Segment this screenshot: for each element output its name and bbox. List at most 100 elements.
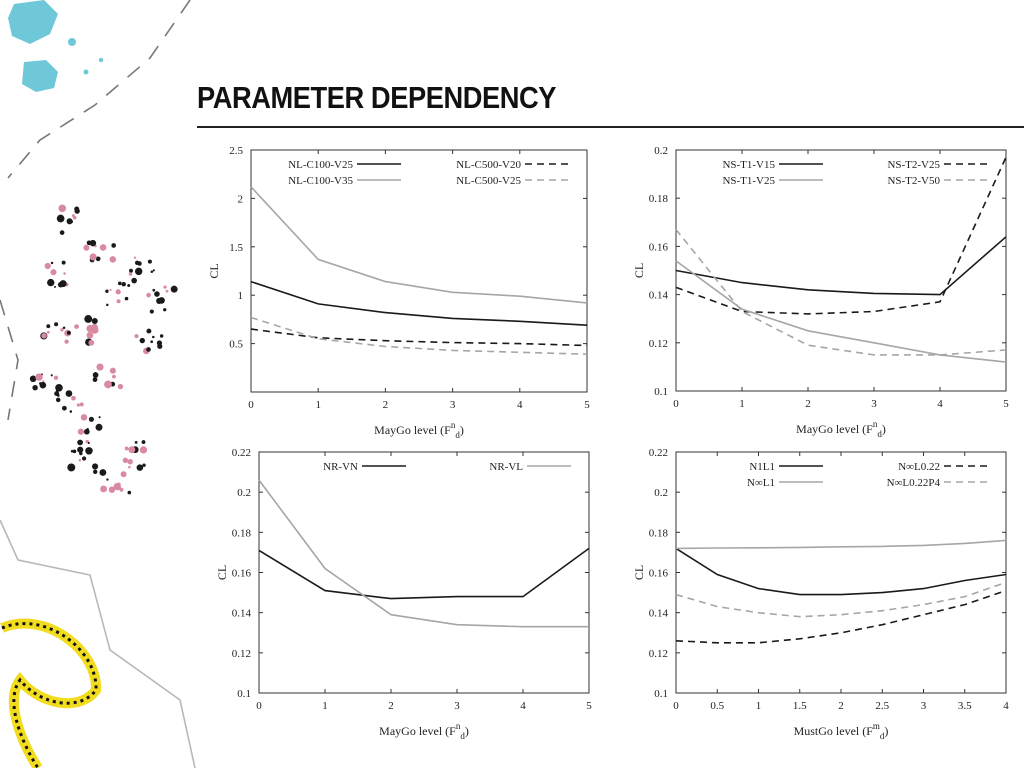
legend-label: N1L1 <box>749 461 775 473</box>
x-axis-label-close: ) <box>465 724 469 738</box>
x-tick-label: 1 <box>315 399 321 411</box>
x-axis-label-sub: d <box>455 430 460 440</box>
legend-label: NL-C500-V20 <box>456 159 521 171</box>
x-tick-label: 0 <box>256 700 262 712</box>
y-tick-label: 0.14 <box>232 608 252 620</box>
y-tick-label: 0.14 <box>649 608 669 620</box>
y-tick-label: 0.22 <box>232 447 251 459</box>
x-tick-label: 5 <box>1003 398 1009 410</box>
x-tick-label: 3 <box>921 700 927 712</box>
y-tick-label: 0.2 <box>654 487 668 499</box>
legend-label: N∞L1 <box>747 477 775 489</box>
series-line-ns-t2-v50 <box>675 228 1007 356</box>
red-black-cluster-pattern <box>29 204 178 495</box>
legend-label: NS-T2-V25 <box>887 159 940 171</box>
x-axis-label-sub: d <box>460 731 465 741</box>
legend-label: NS-T1-V15 <box>722 159 775 171</box>
series-line-n-l0-22 <box>675 589 1007 644</box>
y-tick-label: 0.16 <box>649 568 669 580</box>
series-line-nl-c100-v35 <box>250 186 588 304</box>
x-axis-label-sup: n <box>456 721 461 731</box>
x-tick-label: 1 <box>322 700 328 712</box>
x-axis-label-close: ) <box>460 423 464 437</box>
y-tick-label: 0.16 <box>232 568 252 580</box>
title-divider <box>197 126 1024 128</box>
y-tick-label: 0.18 <box>232 527 252 539</box>
legend-label: NL-C100-V35 <box>288 175 353 187</box>
legend-label: N∞L0.22 <box>898 461 940 473</box>
series-line-n-l1 <box>675 539 1007 550</box>
y-tick-label: 0.12 <box>232 648 251 660</box>
x-tick-label: 2 <box>838 700 844 712</box>
solid-path-line <box>0 519 196 768</box>
series-line-nl-c500-v25 <box>250 316 588 355</box>
series-line-nl-c100-v25 <box>250 280 588 326</box>
dashed-path-line <box>0 0 191 421</box>
x-tick-label: 2 <box>805 398 811 410</box>
y-tick-label: 0.18 <box>649 527 669 539</box>
legend-label: N∞L0.22P4 <box>887 477 941 489</box>
series-line-ns-t1-v25 <box>675 260 1007 363</box>
x-axis-label-main: MustGo level (F <box>794 724 874 738</box>
x-axis-label-sup: n <box>873 419 878 429</box>
legend-label: NR-VN <box>323 461 358 473</box>
series-line-ns-t2-v25 <box>675 156 1007 315</box>
x-axis-label-close: ) <box>884 724 888 738</box>
x-tick-label: 5 <box>584 399 590 411</box>
x-axis-label-close: ) <box>882 422 886 436</box>
x-tick-label: 2 <box>383 399 389 411</box>
y-tick-label: 1 <box>238 290 244 302</box>
x-tick-label: 1 <box>739 398 745 410</box>
x-tick-label: 0 <box>673 700 679 712</box>
x-axis-label-sub: d <box>877 429 882 439</box>
y-tick-label: 0.12 <box>649 648 668 660</box>
x-axis-label-sup: m <box>873 721 880 731</box>
series-line-nl-c500-v20 <box>250 328 588 347</box>
y-axis-label: CL <box>207 263 221 278</box>
y-tick-label: 1.5 <box>229 242 243 254</box>
y-tick-label: 0.1 <box>654 386 668 398</box>
series-line-nr-vn <box>258 547 590 600</box>
x-tick-label: 2 <box>388 700 394 712</box>
x-axis-label: MayGo level (Fnd) <box>796 419 886 439</box>
x-tick-label: 4 <box>520 700 526 712</box>
y-tick-label: 2 <box>238 193 244 205</box>
x-tick-label: 3 <box>454 700 460 712</box>
x-axis-label: MustGo level (Fmd) <box>794 721 889 741</box>
series-line-ns-t1-v15 <box>675 236 1007 296</box>
y-tick-label: 0.12 <box>649 338 668 350</box>
x-axis-label-main: MayGo level (F <box>796 422 873 436</box>
x-tick-label: 0.5 <box>710 700 724 712</box>
legend-label: NS-T2-V50 <box>887 175 940 187</box>
slide-decoration <box>0 0 196 768</box>
y-tick-label: 0.16 <box>649 241 669 253</box>
x-tick-label: 3 <box>450 399 456 411</box>
y-tick-label: 0.5 <box>229 339 243 351</box>
x-tick-label: 4 <box>1003 700 1009 712</box>
legend-label: NL-C500-V25 <box>456 175 521 187</box>
x-tick-label: 0 <box>673 398 679 410</box>
y-axis-label: CL <box>632 263 646 278</box>
yellow-black-cluster-pattern <box>0 618 101 768</box>
x-tick-label: 0 <box>248 399 254 411</box>
y-axis-label: CL <box>215 565 229 580</box>
y-tick-label: 0.22 <box>649 447 668 459</box>
y-tick-label: 0.2 <box>237 487 251 499</box>
y-tick-label: 0.1 <box>237 688 251 700</box>
plot-frame <box>675 451 1007 694</box>
y-tick-label: 0.1 <box>654 688 668 700</box>
x-axis-label: MayGo level (Fnd) <box>379 721 469 741</box>
y-axis-label: CL <box>632 565 646 580</box>
y-tick-label: 0.18 <box>649 193 669 205</box>
x-tick-label: 4 <box>937 398 943 410</box>
y-tick-label: 0.2 <box>654 145 668 157</box>
x-tick-label: 3.5 <box>958 700 972 712</box>
cyan-crystal-shapes <box>8 0 104 92</box>
y-tick-label: 0.14 <box>649 290 669 302</box>
x-axis-label-main: MayGo level (F <box>374 423 451 437</box>
y-tick-label: 2.5 <box>229 145 243 157</box>
x-axis-label-main: MayGo level (F <box>379 724 456 738</box>
